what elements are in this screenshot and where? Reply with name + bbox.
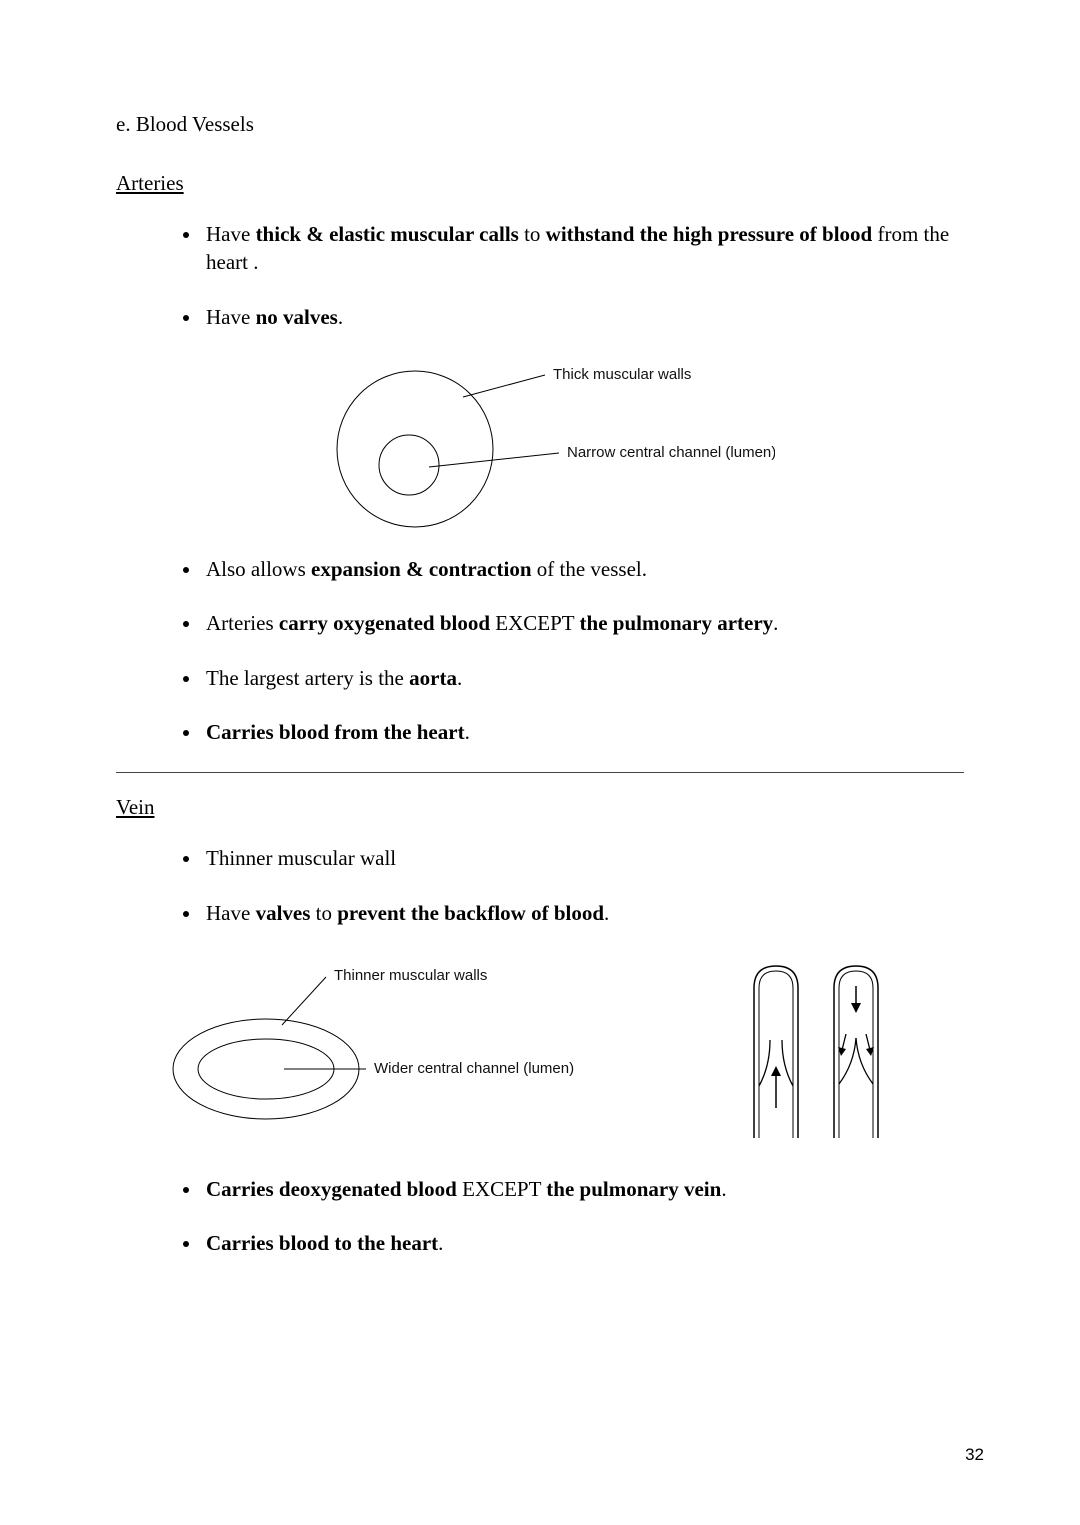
list-item: Carries blood from the heart.	[202, 718, 964, 746]
artery-diagram: Thick muscular walls Narrow central chan…	[116, 357, 964, 537]
diagram-label: Wider central channel (lumen)	[374, 1060, 574, 1077]
diagram-label: Thick muscular walls	[553, 366, 691, 383]
vein-cross-section-icon: Thinner muscular walls Wider central cha…	[166, 963, 586, 1133]
arteries-list-top: Have thick & elastic muscular calls to w…	[116, 220, 964, 331]
section-divider	[116, 772, 964, 773]
list-item: The largest artery is the aorta.	[202, 664, 964, 692]
diagram-label: Thinner muscular walls	[334, 967, 487, 984]
page-heading: e. Blood Vessels	[116, 112, 964, 137]
vein-diagrams: Thinner muscular walls Wider central cha…	[116, 953, 964, 1143]
vein-list-bottom: Carries deoxygenated blood EXCEPT the pu…	[116, 1175, 964, 1258]
diagram-label: Narrow central channel (lumen)	[567, 444, 775, 461]
list-item: Also allows expansion & contraction of t…	[202, 555, 964, 583]
document-page: e. Blood Vessels Arteries Have thick & e…	[0, 0, 1080, 1525]
page-number: 32	[965, 1445, 984, 1465]
list-item: Carries deoxygenated blood EXCEPT the pu…	[202, 1175, 964, 1203]
list-item: Have thick & elastic muscular calls to w…	[202, 220, 964, 277]
artery-cross-section-icon: Thick muscular walls Narrow central chan…	[305, 357, 775, 537]
section-title-arteries: Arteries	[116, 171, 964, 196]
arteries-list-bottom: Also allows expansion & contraction of t…	[116, 555, 964, 746]
list-item: Have valves to prevent the backflow of b…	[202, 899, 964, 927]
vein-valves-icon	[706, 953, 906, 1143]
list-item: Arteries carry oxygenated blood EXCEPT t…	[202, 609, 964, 637]
list-item: Have no valves.	[202, 303, 964, 331]
list-item: Thinner muscular wall	[202, 844, 964, 872]
section-title-vein: Vein	[116, 795, 964, 820]
list-item: Carries blood to the heart.	[202, 1229, 964, 1257]
vein-list-top: Thinner muscular wall Have valves to pre…	[116, 844, 964, 927]
